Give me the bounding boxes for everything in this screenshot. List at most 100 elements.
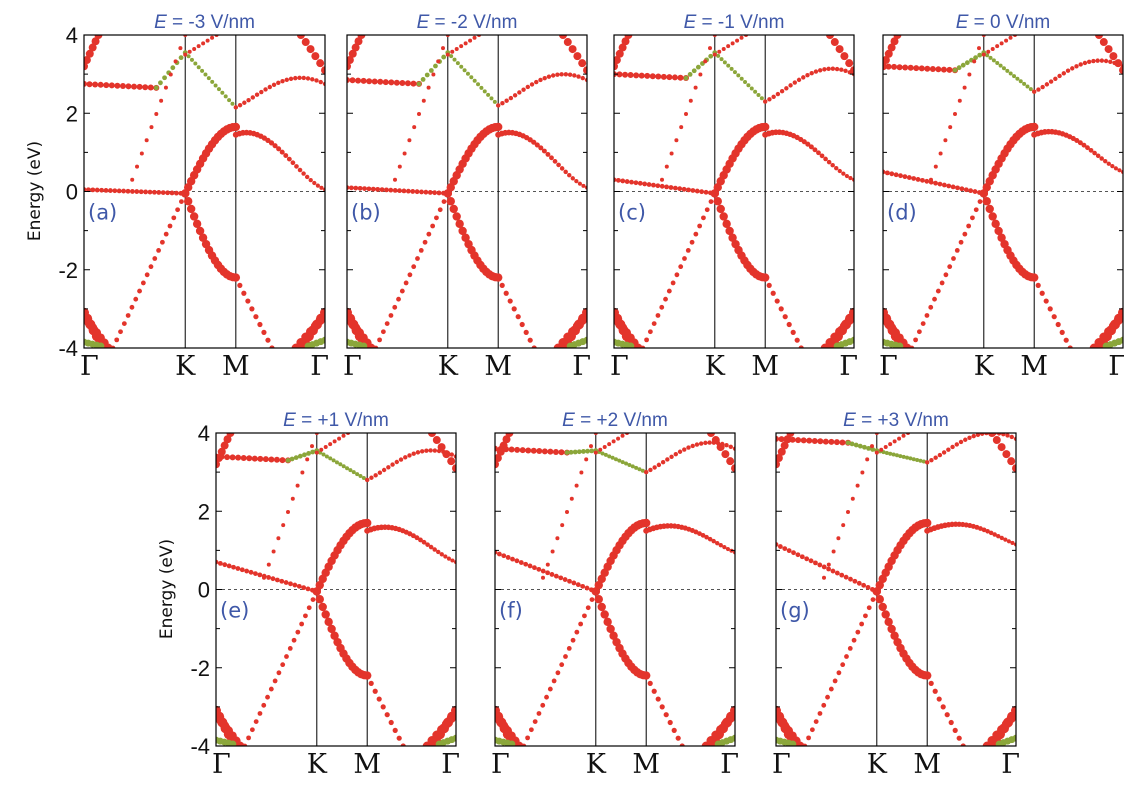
band-point [450, 49, 455, 54]
y-tick-label: 4 [198, 421, 210, 446]
band-point [577, 181, 582, 186]
band-point [940, 704, 946, 710]
panel-b: Γ K M Γ E = -2 V/nm (b) [343, 12, 591, 382]
band-point [249, 727, 255, 733]
band-point [806, 437, 813, 444]
band-point [410, 189, 416, 194]
band-point [581, 183, 586, 188]
band-point [813, 560, 818, 566]
band-point [558, 575, 564, 581]
band-point [826, 66, 831, 72]
band-point [376, 696, 382, 702]
band-point [257, 572, 263, 578]
band-point [746, 83, 751, 88]
band-point [967, 72, 972, 77]
band-point [813, 69, 819, 74]
band-point [843, 68, 848, 73]
band-point [130, 189, 135, 194]
band-point [84, 80, 87, 87]
band-point [116, 188, 122, 194]
band-point [675, 735, 681, 741]
band-point [1039, 290, 1045, 296]
band-point [541, 148, 547, 154]
band-point [306, 605, 312, 611]
band-point [821, 564, 827, 570]
band-point [1074, 138, 1080, 144]
band-point [442, 450, 451, 459]
band-point [672, 185, 678, 191]
band-point [121, 188, 127, 194]
band-point [637, 180, 643, 186]
band-point [348, 468, 353, 473]
band-point [529, 82, 535, 87]
y-tick-label: -2 [58, 258, 78, 283]
band-point [891, 63, 898, 70]
band-point [246, 455, 253, 462]
band-point [371, 78, 378, 85]
band-point [844, 173, 849, 179]
band-point [845, 440, 851, 446]
band-point [585, 605, 591, 611]
band-point [235, 741, 245, 746]
band-point [332, 439, 337, 444]
band-point [570, 637, 576, 643]
band-point [263, 87, 268, 92]
band-point [911, 176, 917, 181]
band-point [560, 523, 565, 528]
band-point [555, 72, 560, 77]
band-point [997, 443, 1006, 452]
band-point [988, 530, 994, 536]
band-point [178, 46, 183, 51]
band-point [792, 80, 797, 85]
band-point [844, 654, 849, 659]
band-point [91, 37, 100, 46]
band-point [381, 467, 387, 473]
y-tick-label: -4 [190, 734, 210, 759]
band-point [1103, 58, 1109, 64]
panel-title: E = -1 V/nm [684, 12, 785, 33]
band-point [575, 582, 581, 588]
band-point [407, 138, 412, 143]
band-point [726, 457, 735, 466]
band-point [290, 496, 295, 501]
band-point [558, 449, 565, 456]
band-point [148, 264, 154, 270]
band-point [606, 624, 615, 634]
band-point [954, 247, 960, 253]
band-point [88, 43, 97, 52]
band-point [446, 714, 456, 724]
band-point [345, 466, 350, 471]
band-point [905, 455, 910, 460]
band-point [152, 256, 158, 261]
band-point [789, 740, 797, 746]
band-point [690, 188, 696, 193]
band-point [890, 37, 899, 46]
band-point [649, 73, 656, 80]
band-point [728, 444, 733, 449]
band-point [946, 66, 953, 73]
band-point [492, 99, 497, 104]
band-point [479, 85, 484, 90]
band-point [968, 188, 974, 194]
band-point [794, 337, 800, 343]
band-point [933, 164, 938, 169]
band-point [883, 444, 888, 449]
band-point [125, 83, 132, 90]
band-point [472, 78, 477, 83]
band-point [308, 177, 313, 183]
band-point [301, 171, 306, 176]
band-point [392, 727, 398, 733]
band-point [94, 187, 100, 193]
band-point [449, 204, 458, 214]
band-point [591, 587, 600, 596]
band-point [415, 256, 420, 261]
band-point [936, 696, 942, 702]
band-point [719, 212, 728, 221]
band-point [669, 454, 674, 459]
band-point [610, 455, 615, 460]
band-point [547, 686, 553, 692]
band-point [651, 688, 657, 694]
x-tick-label: M [632, 749, 660, 780]
band-point [1032, 89, 1037, 94]
band-point [403, 280, 409, 286]
